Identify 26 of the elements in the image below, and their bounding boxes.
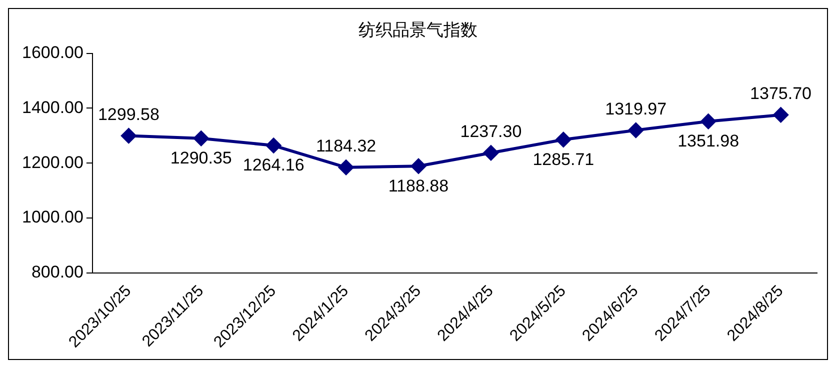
data-label: 1319.97 [605, 99, 667, 118]
data-label: 1351.98 [678, 132, 740, 151]
data-label: 1188.88 [388, 176, 449, 196]
point [628, 122, 644, 138]
data-label: 1237.30 [460, 122, 522, 142]
point [121, 128, 136, 144]
data-label: 1184.32 [316, 136, 376, 156]
chart-title: 纺织品景气指数 [358, 20, 478, 41]
data-label: 1285.71 [532, 150, 594, 169]
point [266, 138, 282, 154]
y-tick-label: 1600.00 [22, 43, 84, 62]
point [700, 114, 716, 129]
point [483, 145, 498, 160]
data-label: 1264.16 [242, 156, 304, 175]
point [338, 160, 354, 175]
point [556, 132, 571, 148]
y-tick-label: 1400.00 [22, 98, 84, 117]
y-tick-label: 1200.00 [22, 152, 84, 172]
data-label: 1299.58 [98, 104, 160, 124]
y-tick-label: 1000.00 [22, 208, 84, 227]
data-label: 1375.70 [750, 84, 812, 104]
data-label: 1290.35 [170, 148, 232, 168]
y-tick-label: 800.00 [31, 262, 84, 282]
point [194, 130, 209, 146]
point [773, 107, 788, 122]
point [411, 158, 426, 174]
